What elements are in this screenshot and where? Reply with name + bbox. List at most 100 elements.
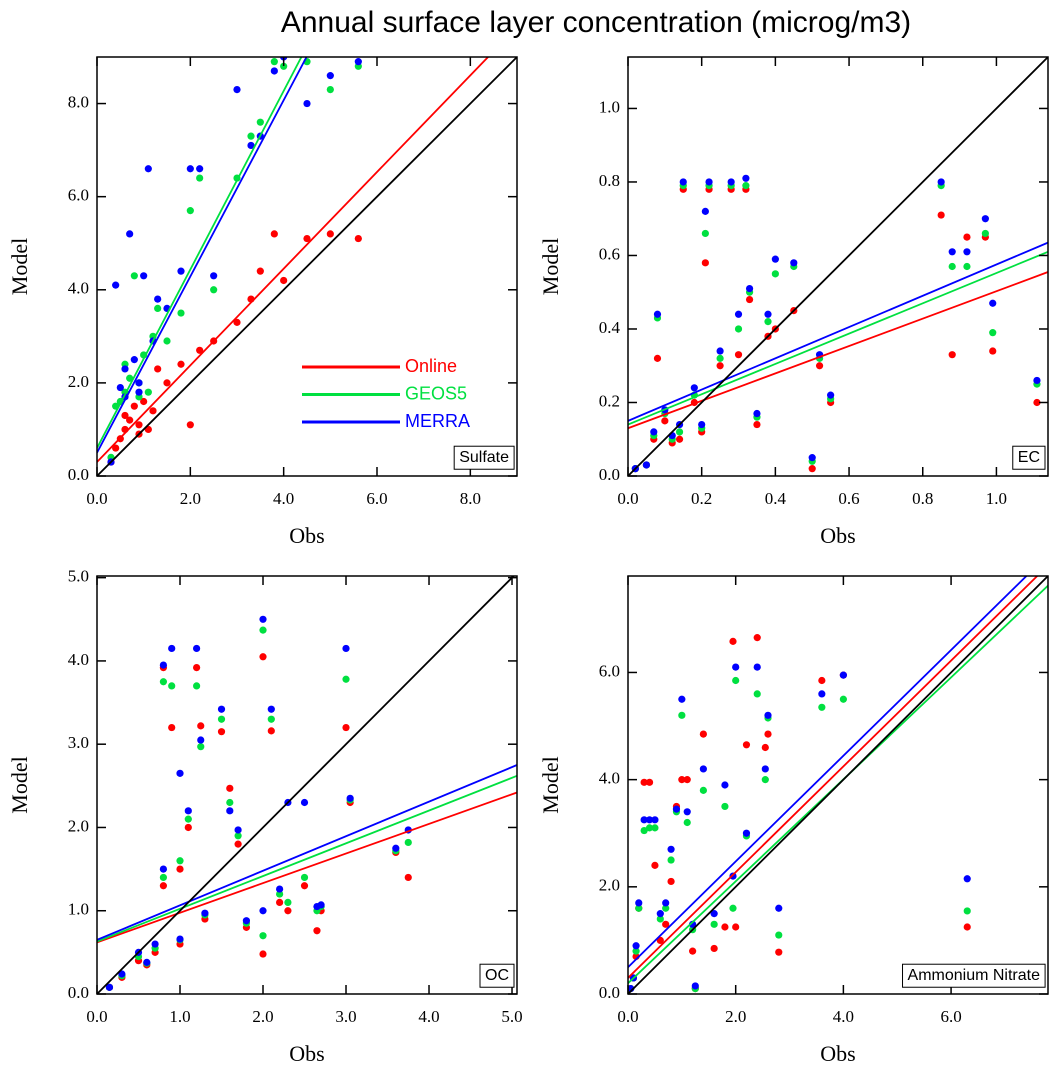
scatter-point bbox=[667, 845, 675, 853]
x-tick-label: 0.0 bbox=[617, 1007, 638, 1026]
scatter-point bbox=[130, 272, 138, 280]
scatter-point bbox=[184, 815, 192, 823]
scatter-point bbox=[753, 690, 761, 698]
plot-area bbox=[97, 576, 517, 994]
y-tick-label: 3.0 bbox=[68, 733, 89, 752]
scatter-point bbox=[839, 695, 847, 703]
scatter-point bbox=[168, 723, 176, 732]
scatter-point bbox=[112, 444, 120, 452]
scatter-point bbox=[163, 379, 171, 387]
scatter-point bbox=[808, 465, 816, 473]
scatter-point bbox=[729, 872, 737, 880]
legend-label: GEOS5 bbox=[405, 383, 467, 403]
y-tick-label: 0.0 bbox=[68, 465, 89, 484]
scatter-point bbox=[303, 234, 311, 243]
scatter-point bbox=[635, 904, 643, 912]
x-axis-label: Obs bbox=[820, 1041, 855, 1066]
scatter-point bbox=[732, 923, 740, 931]
x-tick-label: 2.0 bbox=[725, 1007, 746, 1026]
scatter-point bbox=[270, 67, 278, 75]
scatter-point bbox=[112, 281, 120, 289]
scatter-point bbox=[948, 262, 956, 271]
scatter-point bbox=[753, 420, 761, 429]
scatter-point bbox=[217, 728, 226, 736]
scatter-point bbox=[705, 178, 713, 186]
scatter-point bbox=[233, 318, 241, 326]
scatter-point bbox=[678, 711, 686, 719]
x-axis-label: Obs bbox=[289, 1041, 324, 1066]
scatter-point bbox=[698, 420, 706, 429]
scatter-point bbox=[734, 310, 743, 318]
scatter-point bbox=[354, 234, 362, 243]
scatter-point bbox=[689, 920, 697, 928]
scatter-point bbox=[699, 730, 707, 738]
panel-annotation: OC bbox=[485, 967, 509, 984]
scatter-point bbox=[963, 248, 971, 256]
x-tick-label: 0.0 bbox=[86, 489, 107, 508]
scatter-point bbox=[721, 802, 729, 811]
scatter-point bbox=[256, 267, 264, 275]
scatter-point bbox=[130, 402, 138, 410]
scatter-point bbox=[764, 318, 772, 326]
scatter-point bbox=[404, 873, 412, 882]
axes-frame bbox=[627, 575, 1049, 995]
scatter-point bbox=[651, 816, 659, 824]
scatter-point bbox=[196, 165, 204, 173]
annotation-box bbox=[1012, 445, 1046, 470]
fit-line bbox=[97, 791, 517, 944]
x-tick-label: 4.0 bbox=[418, 1007, 439, 1026]
scatter-point bbox=[186, 207, 194, 215]
fit-line bbox=[628, 241, 1048, 422]
panel-annotation: Ammonium Nitrate bbox=[908, 967, 1041, 984]
scatter-point bbox=[640, 826, 648, 835]
y-tick-label: 1.0 bbox=[68, 900, 89, 919]
scatter-point bbox=[710, 944, 718, 953]
plot-area bbox=[628, 57, 1048, 476]
scatter-point bbox=[159, 882, 168, 890]
scatter-point bbox=[176, 935, 184, 943]
scatter-point bbox=[645, 824, 654, 832]
scatter-point bbox=[1033, 376, 1041, 385]
scatter-point bbox=[963, 923, 971, 931]
scatter-point bbox=[948, 351, 956, 359]
scatter-point bbox=[699, 786, 707, 794]
scatter-point bbox=[701, 259, 709, 267]
scatter-point bbox=[144, 388, 152, 396]
x-tick-label: 0.8 bbox=[912, 489, 933, 508]
scatter-point bbox=[683, 776, 691, 784]
y-axis-label: Model bbox=[538, 756, 563, 813]
scatter-point bbox=[242, 917, 251, 925]
x-tick-label: 8.0 bbox=[460, 489, 481, 508]
x-tick-label: 4.0 bbox=[833, 1007, 854, 1026]
scatter-point bbox=[313, 927, 321, 935]
scatter-point bbox=[159, 873, 168, 882]
y-tick-label: 0.6 bbox=[599, 244, 620, 263]
fit-line bbox=[628, 576, 1038, 979]
scatter-point bbox=[699, 765, 707, 773]
scatter-point bbox=[989, 347, 997, 355]
scatter-point bbox=[732, 676, 740, 685]
scatter-point bbox=[775, 931, 783, 939]
scatter-point bbox=[346, 794, 354, 802]
scatter-point bbox=[771, 255, 779, 263]
scatter-point bbox=[721, 781, 729, 789]
scatter-point bbox=[716, 354, 724, 362]
scatter-point bbox=[234, 826, 242, 834]
figure-title: Annual surface layer concentration (micr… bbox=[281, 6, 911, 39]
x-tick-label: 2.0 bbox=[180, 489, 201, 508]
x-tick-label: 4.0 bbox=[273, 489, 294, 508]
scatter-point bbox=[259, 615, 267, 623]
scatter-point bbox=[217, 715, 226, 723]
annotation-box bbox=[453, 445, 515, 470]
scatter-point bbox=[176, 769, 184, 777]
scatter-point bbox=[645, 816, 654, 824]
y-tick-label: 4.0 bbox=[68, 279, 89, 298]
scatter-point bbox=[154, 304, 162, 312]
scatter-point bbox=[667, 856, 675, 864]
y-tick-label: 5.0 bbox=[68, 567, 89, 586]
scatter-point bbox=[247, 132, 255, 140]
scatter-point bbox=[149, 407, 157, 415]
scatter-point bbox=[775, 948, 783, 956]
scatter-point bbox=[761, 765, 769, 773]
axes-frame bbox=[627, 56, 1049, 477]
